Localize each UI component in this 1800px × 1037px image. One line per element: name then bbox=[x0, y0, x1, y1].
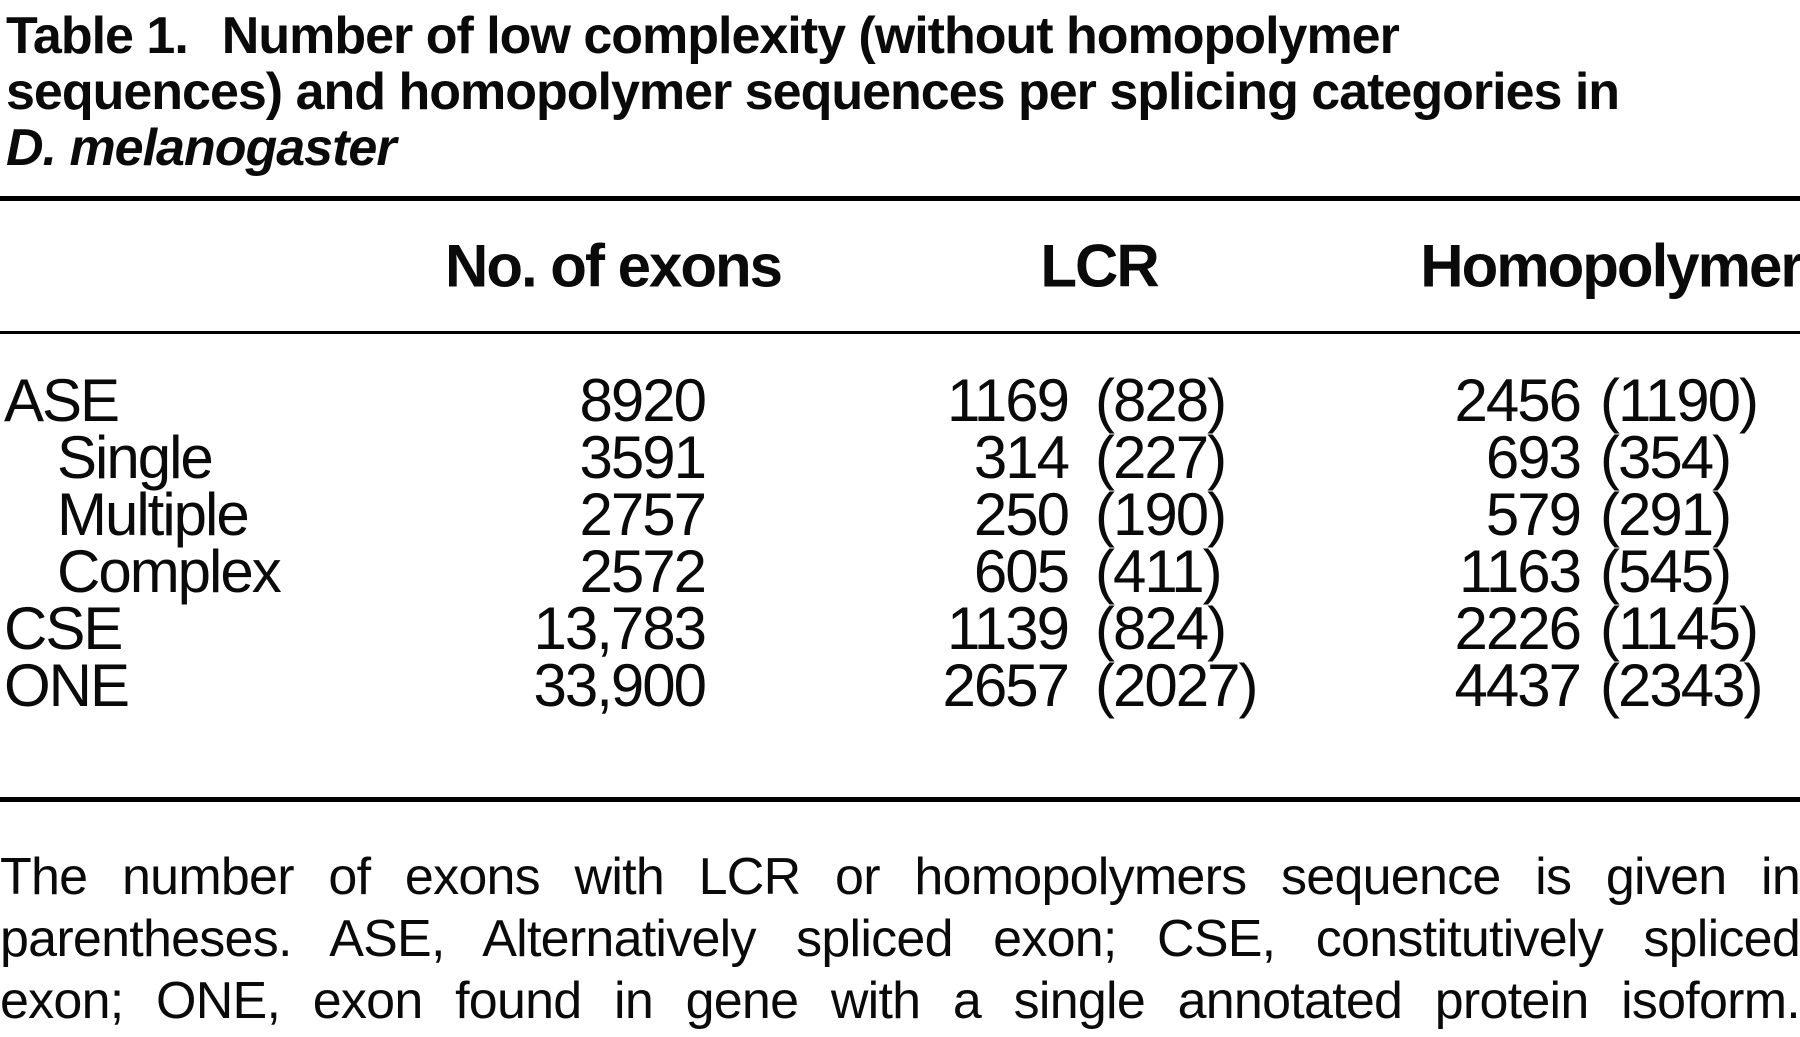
cell-lcr-paren: (190) bbox=[1095, 481, 1227, 548]
table-title-line1: Table 1. Number of low complexity (withou… bbox=[6, 8, 1794, 64]
cell-homopolymer: 1163 bbox=[1458, 538, 1582, 605]
cell-lcr: 1169 bbox=[946, 367, 1070, 434]
cell-homopolymer-paren: (1190) bbox=[1600, 367, 1759, 434]
cell-homopolymer-paren: (354) bbox=[1600, 424, 1732, 491]
table-title-species: D. melanogaster bbox=[6, 119, 397, 177]
cell-homopolymer: 2226 bbox=[1454, 595, 1582, 662]
table-row-one: ONE 33,900 2657 (2027) 4437 (2343) bbox=[0, 652, 1800, 719]
cell-homopolymer: 4437 bbox=[1454, 652, 1582, 719]
row-label: Multiple bbox=[57, 481, 250, 548]
footnote-line: The number of exons with LCR or homopoly… bbox=[0, 848, 1800, 906]
cell-homopolymer: 579 bbox=[1485, 481, 1582, 548]
col-header-homopolymer: Homopolymer bbox=[1420, 232, 1800, 300]
cell-lcr: 2657 bbox=[942, 652, 1070, 719]
row-label: Single bbox=[57, 424, 214, 491]
table-title: Table 1. Number of low complexity (withou… bbox=[0, 0, 1800, 176]
cell-homopolymer: 693 bbox=[1485, 424, 1582, 491]
cell-homopolymer-paren: (545) bbox=[1600, 538, 1732, 605]
row-label: CSE bbox=[4, 595, 123, 662]
table-row-ase: ASE 8920 1169 (828) 2456 (1190) bbox=[0, 367, 1800, 434]
col-header-lcr: LCR bbox=[1040, 232, 1159, 300]
cell-exons: 8920 bbox=[579, 367, 707, 434]
cell-lcr-paren: (411) bbox=[1095, 538, 1223, 605]
cell-exons: 33,900 bbox=[533, 652, 707, 719]
top-rule bbox=[0, 196, 1800, 201]
cell-homopolymer-paren: (291) bbox=[1600, 481, 1732, 548]
header-rule bbox=[0, 331, 1800, 334]
cell-exons: 13,783 bbox=[533, 595, 707, 662]
cell-lcr-paren: (824) bbox=[1095, 595, 1227, 662]
cell-lcr-paren: (2027) bbox=[1095, 652, 1258, 719]
cell-lcr: 314 bbox=[973, 424, 1070, 491]
cell-exons: 3591 bbox=[579, 424, 707, 491]
column-header-row: No. of exons LCR Homopolymer bbox=[0, 201, 1800, 331]
col-header-no-of-exons: No. of exons bbox=[444, 232, 783, 300]
row-label: Complex bbox=[57, 538, 282, 605]
cell-exons: 2572 bbox=[579, 538, 707, 605]
cell-lcr-paren: (828) bbox=[1095, 367, 1227, 434]
table-row-cse: CSE 13,783 1139 (824) 2226 (1145) bbox=[0, 595, 1800, 662]
table-title-line2: sequences) and homopolymer sequences per… bbox=[6, 63, 1620, 121]
table-title-line1-text: Number of low complexity (without homopo… bbox=[221, 7, 1400, 65]
cell-lcr: 250 bbox=[973, 481, 1070, 548]
cell-homopolymer-paren: (2343) bbox=[1600, 652, 1763, 719]
table-footnote: The number of exons with LCR or homopoly… bbox=[0, 846, 1800, 1032]
bottom-rule bbox=[0, 797, 1800, 802]
row-label: ASE bbox=[4, 367, 120, 434]
row-label: ONE bbox=[4, 652, 130, 719]
table-row-complex: Complex 2572 605 (411) 1163 (545) bbox=[0, 538, 1800, 605]
table-row-single: Single 3591 314 (227) 693 (354) bbox=[0, 424, 1800, 491]
table-body: ASE 8920 1169 (828) 2456 (1190) Single 3… bbox=[0, 334, 1800, 797]
table-row-multiple: Multiple 2757 250 (190) 579 (291) bbox=[0, 481, 1800, 548]
cell-lcr-paren: (227) bbox=[1095, 424, 1227, 491]
footnote-line: parentheses. ASE, Alternatively spliced … bbox=[0, 910, 1800, 968]
cell-lcr: 1139 bbox=[946, 595, 1070, 662]
cell-homopolymer-paren: (1145) bbox=[1600, 595, 1759, 662]
table-number-label: Table 1. bbox=[6, 7, 189, 65]
cell-homopolymer: 2456 bbox=[1454, 367, 1582, 434]
cell-lcr: 605 bbox=[973, 538, 1070, 605]
cell-exons: 2757 bbox=[579, 481, 707, 548]
footnote-line: exon; ONE, exon found in gene with a sin… bbox=[0, 972, 1800, 1030]
